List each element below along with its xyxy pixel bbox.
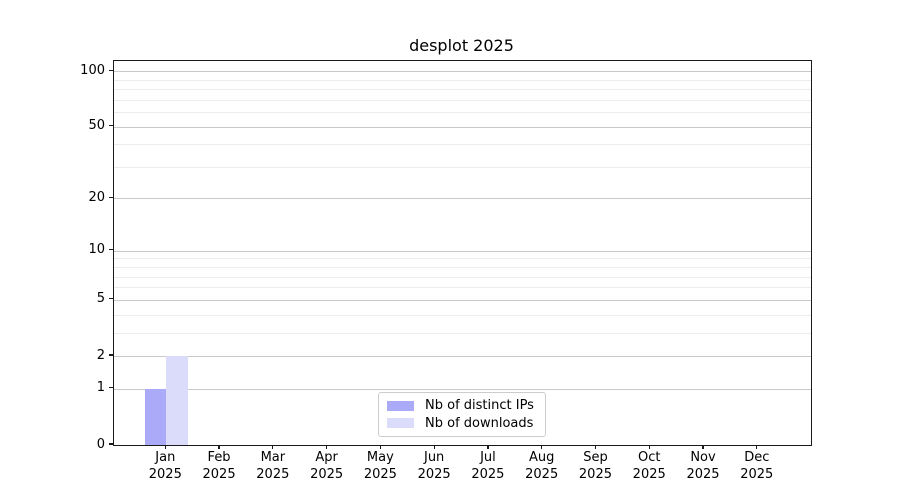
x-tick-label: Oct 2025: [632, 450, 666, 482]
minor-gridline: [114, 166, 811, 168]
y-tick-label: 20: [88, 189, 105, 205]
x-tick-label: Aug 2025: [525, 450, 559, 482]
x-tick: [541, 445, 543, 450]
legend-item: Nb of distinct IPs: [387, 397, 537, 415]
x-tick-label: May 2025: [363, 450, 397, 482]
major-gridline: [114, 356, 811, 357]
y-tick-label: 10: [88, 242, 105, 258]
minor-gridline: [114, 287, 811, 289]
minor-gridline: [114, 276, 811, 278]
x-tick: [164, 445, 166, 450]
y-tick: [109, 196, 113, 198]
y-tick: [109, 298, 113, 300]
x-tick-label: Feb 2025: [202, 450, 236, 482]
x-tick: [379, 445, 381, 450]
minor-gridline: [114, 112, 811, 113]
x-tick-label: Mar 2025: [256, 450, 290, 482]
x-tick: [594, 445, 597, 450]
y-tick: [109, 387, 113, 389]
major-gridline: [114, 299, 811, 301]
x-tick: [272, 445, 274, 450]
y-tick: [109, 69, 113, 71]
minor-gridline: [114, 314, 811, 316]
y-tick-label: 50: [88, 118, 105, 133]
x-tick: [756, 445, 758, 450]
minor-gridline: [114, 79, 811, 81]
legend-swatch: [387, 400, 414, 411]
legend: Nb of distinct IPs Nb of downloads: [378, 392, 546, 437]
major-gridline: [114, 198, 811, 200]
y-tick-label: 1: [96, 380, 105, 396]
minor-gridline: [114, 99, 811, 101]
minor-gridline: [114, 258, 811, 260]
major-gridline: [114, 71, 811, 73]
y-tick-label: 5: [96, 291, 105, 307]
y-tick-label: 0: [96, 436, 105, 452]
major-gridline: [114, 126, 811, 128]
bar-distinct-ips: [144, 388, 167, 445]
x-tick-label: Dec 2025: [740, 450, 774, 482]
x-tick-label: Jan 2025: [148, 450, 182, 482]
x-tick: [702, 445, 704, 450]
bar-downloads: [166, 356, 188, 445]
x-tick-label: Nov 2025: [686, 450, 720, 482]
y-tick-label: 100: [80, 62, 105, 78]
minor-gridline: [114, 267, 811, 269]
x-tick-label: Jul 2025: [471, 450, 505, 482]
y-tick: [109, 354, 113, 356]
chart-title: desplot 2025: [409, 36, 514, 55]
x-tick-label: Jun 2025: [417, 450, 451, 482]
x-tick-label: Sep 2025: [578, 450, 612, 482]
y-tick: [109, 443, 113, 445]
major-gridline: [114, 388, 811, 390]
legend-label: Nb of distinct IPs: [425, 398, 534, 414]
legend-label: Nb of downloads: [425, 415, 534, 431]
y-tick-label: 2: [96, 347, 105, 363]
x-tick: [487, 445, 489, 450]
plot-area: [113, 60, 812, 446]
minor-gridline: [114, 144, 811, 146]
y-tick: [109, 124, 113, 127]
x-tick-label: Apr 2025: [310, 450, 344, 482]
minor-gridline: [114, 332, 811, 334]
legend-item: Nb of downloads: [387, 415, 537, 433]
x-tick: [648, 445, 650, 450]
y-tick: [109, 249, 113, 251]
major-gridline: [114, 250, 811, 252]
minor-gridline: [114, 89, 811, 91]
legend-swatch: [387, 418, 414, 429]
x-tick: [326, 445, 328, 450]
x-tick: [433, 445, 435, 450]
x-tick: [218, 445, 220, 450]
